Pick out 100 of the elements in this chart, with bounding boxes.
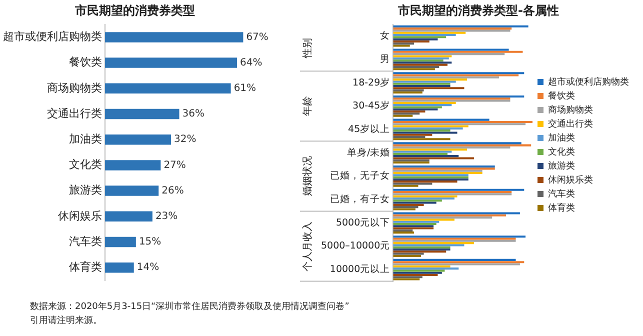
data-label: 32% (174, 134, 196, 146)
bar (105, 108, 180, 120)
data-label: 23% (155, 210, 178, 222)
y-tick-label: 体育类 (69, 260, 102, 274)
bar (105, 58, 237, 68)
bar (393, 106, 442, 108)
bar (393, 142, 522, 144)
y-tick-label: 45岁以上 (348, 122, 390, 135)
bar (105, 160, 161, 170)
bar (393, 265, 450, 268)
bar (393, 123, 526, 126)
data-label: 27% (164, 160, 186, 171)
bar (393, 38, 438, 40)
bar (393, 220, 440, 223)
bar (393, 134, 432, 136)
y-tick-label: 女 (380, 30, 390, 42)
bar (393, 68, 435, 70)
bar (105, 262, 134, 273)
bar (393, 197, 454, 200)
bar (393, 118, 490, 121)
bar (393, 155, 459, 158)
bar (393, 229, 413, 232)
bar (393, 72, 524, 74)
text: 婚姻状况 (302, 156, 314, 196)
bar (105, 211, 152, 222)
bar (393, 254, 422, 257)
bar (393, 188, 524, 191)
bar (393, 258, 516, 261)
bar (393, 159, 430, 162)
bar (393, 276, 422, 278)
bar (393, 218, 454, 221)
y-tick-label: 18-29岁 (352, 76, 390, 88)
bar (393, 268, 459, 270)
y-tick-label: 商场购物类 (47, 81, 102, 94)
y-tick-label: 旅游类 (69, 184, 102, 197)
legend-label: 交通出行类 (548, 118, 593, 130)
bar (393, 108, 438, 110)
bar (105, 134, 171, 145)
bar (393, 146, 510, 148)
bar (393, 180, 458, 183)
bar (393, 162, 430, 164)
bar (393, 204, 424, 206)
bar (393, 87, 464, 90)
bar (393, 130, 450, 132)
bar (393, 261, 524, 264)
bar (393, 53, 505, 56)
bar (393, 214, 506, 216)
bar (393, 57, 449, 60)
bar (393, 50, 523, 53)
y-tick-label: 5000–10000元 (320, 240, 390, 252)
bar (393, 157, 474, 160)
y-tick-label: 单身/未婚 (346, 146, 390, 158)
data-label: 61% (234, 82, 256, 94)
bar (393, 184, 418, 187)
bar (393, 150, 452, 153)
bar (393, 40, 430, 42)
bar (393, 25, 528, 28)
y-tick-label: 文化类 (69, 158, 102, 172)
bar (393, 42, 414, 45)
bar (393, 252, 424, 255)
y-tick-label: 餐饮类 (69, 56, 102, 69)
bar (393, 270, 445, 272)
data-label: 67% (246, 32, 268, 43)
legend-label: 商场购物类 (548, 104, 593, 116)
legend-label: 休闲娱乐类 (548, 174, 593, 186)
bar (393, 182, 432, 185)
legend-label: 加油类 (548, 132, 575, 144)
bar (105, 186, 159, 196)
bar (393, 114, 413, 117)
bar (393, 112, 420, 115)
legend-label: 旅游类 (548, 160, 575, 172)
bar (393, 127, 463, 130)
chart-title: 市民期望的消费券类型 (74, 3, 195, 18)
bar (105, 83, 231, 94)
bar (393, 59, 444, 62)
bar (393, 144, 532, 146)
y-tick-label: 加油类 (69, 132, 102, 146)
bar (393, 95, 524, 98)
y-tick-label: 男 (380, 54, 390, 65)
bar (105, 236, 136, 248)
bar (393, 200, 442, 202)
bar (393, 64, 448, 66)
text: 个人月收入 (302, 221, 314, 272)
y-tick-label: 30-45岁 (352, 100, 390, 112)
text: 性别 (302, 38, 314, 59)
bar (393, 232, 414, 234)
bar (393, 55, 452, 58)
bar (393, 272, 442, 274)
y-tick-label: 5000元以下 (336, 216, 390, 228)
bar (393, 148, 468, 151)
bar (393, 236, 526, 238)
bar (393, 74, 519, 76)
bar (393, 110, 426, 113)
y-tick-label: 交通出行类 (47, 106, 102, 120)
bar (393, 62, 452, 64)
legend-label: 汽车类 (548, 188, 575, 200)
bar (393, 78, 468, 81)
bar (393, 250, 446, 253)
y-tick-label: 10000元以上 (330, 263, 390, 276)
y-tick-label: 休闲娱乐 (58, 209, 102, 222)
